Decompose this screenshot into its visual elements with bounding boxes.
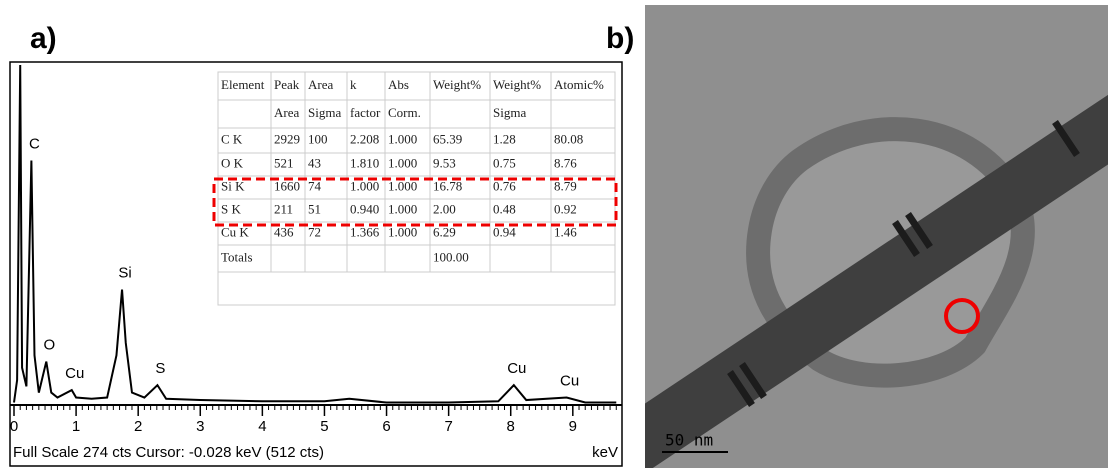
scale-bar-label: 50 nm bbox=[665, 431, 713, 450]
table-cell: 0.92 bbox=[554, 201, 577, 216]
table-cell: 51 bbox=[308, 201, 321, 216]
table-cell: Si K bbox=[221, 178, 245, 193]
table-cell: 521 bbox=[274, 155, 294, 170]
table-cell: 8.76 bbox=[554, 155, 577, 170]
table-cell: 72 bbox=[308, 224, 321, 239]
table-cell: 1.366 bbox=[350, 224, 380, 239]
table-cell: 74 bbox=[308, 178, 322, 193]
table-cell: Atomic% bbox=[554, 77, 604, 92]
table-cell: C K bbox=[221, 131, 243, 146]
table-cell: 65.39 bbox=[433, 131, 462, 146]
x-tick-label: 1 bbox=[72, 418, 80, 435]
tem-image bbox=[645, 5, 1108, 468]
table-cell: 1.000 bbox=[388, 131, 417, 146]
table-cell: 211 bbox=[274, 201, 293, 216]
table-cell: 0.75 bbox=[493, 155, 516, 170]
x-tick-label: 0 bbox=[10, 418, 18, 435]
table-cell: 0.940 bbox=[350, 201, 379, 216]
table-cell: Totals bbox=[221, 249, 253, 264]
table-cell: 0.76 bbox=[493, 178, 516, 193]
panel-label: b) bbox=[606, 22, 634, 55]
peak-label: C bbox=[29, 136, 40, 153]
table-cell: 1.810 bbox=[350, 155, 379, 170]
x-tick-label: 4 bbox=[258, 418, 266, 435]
table-cell: Cu K bbox=[221, 224, 249, 239]
table-cell: S K bbox=[221, 201, 241, 216]
x-tick-label: 5 bbox=[320, 418, 328, 435]
x-tick-label: 9 bbox=[569, 418, 577, 435]
table-cell: 100 bbox=[308, 131, 328, 146]
table-cell: 8.79 bbox=[554, 178, 577, 193]
table-cell: Area bbox=[274, 105, 299, 120]
table-bg bbox=[217, 71, 616, 306]
x-tick-label: 3 bbox=[196, 418, 204, 435]
peak-label: Cu bbox=[507, 360, 526, 377]
panel-label: a) bbox=[30, 22, 57, 55]
x-unit: keV bbox=[592, 444, 618, 461]
table-cell: 1660 bbox=[274, 178, 300, 193]
table-cell: k bbox=[350, 77, 357, 92]
table-cell: 100.00 bbox=[433, 249, 469, 264]
table-cell: 6.29 bbox=[433, 224, 456, 239]
table-cell: Corm. bbox=[388, 105, 421, 120]
highlight-box bbox=[212, 177, 618, 227]
table-cell: 1.46 bbox=[554, 224, 577, 239]
table-cell: Area bbox=[308, 77, 333, 92]
table-cell: 0.48 bbox=[493, 201, 516, 216]
table-cell: Sigma bbox=[493, 105, 526, 120]
table-cell: 1.28 bbox=[493, 131, 516, 146]
footer: Full Scale 274 cts Cursor: -0.028 keV (5… bbox=[13, 444, 324, 461]
peak-label: O bbox=[43, 337, 55, 354]
peak-label: Cu bbox=[560, 373, 579, 390]
x-tick-label: 8 bbox=[507, 418, 515, 435]
table-cell: Weight% bbox=[433, 77, 481, 92]
table-cell: Peak bbox=[274, 77, 300, 92]
table-cell: O K bbox=[221, 155, 244, 170]
table-cell: 1.000 bbox=[388, 178, 417, 193]
table-cell: 1.000 bbox=[388, 155, 417, 170]
table-cell: factor bbox=[350, 105, 381, 120]
table-cell: 2929 bbox=[274, 131, 300, 146]
peak-label: Si bbox=[118, 265, 131, 282]
table-cell: 80.08 bbox=[554, 131, 583, 146]
table-cell: 9.53 bbox=[433, 155, 456, 170]
table-cell: Weight% bbox=[493, 77, 541, 92]
x-tick-label: 6 bbox=[382, 418, 390, 435]
table-cell: 2.00 bbox=[433, 201, 456, 216]
x-tick-label: 7 bbox=[444, 418, 452, 435]
table-cell: 16.78 bbox=[433, 178, 462, 193]
table-cell: Sigma bbox=[308, 105, 341, 120]
peak-label: S bbox=[155, 360, 165, 377]
table-cell: 1.000 bbox=[388, 201, 417, 216]
table-cell: 1.000 bbox=[350, 178, 379, 193]
table-cell: 0.94 bbox=[493, 224, 516, 239]
spectrum-line bbox=[13, 64, 617, 404]
peak-label: Cu bbox=[65, 365, 84, 382]
table-cell: Element bbox=[221, 77, 265, 92]
table-cell: 1.000 bbox=[388, 224, 417, 239]
table-cell: 2.208 bbox=[350, 131, 379, 146]
table-cell: 43 bbox=[308, 155, 321, 170]
table-cell: 436 bbox=[274, 224, 294, 239]
x-tick-label: 2 bbox=[134, 418, 142, 435]
table-cell: Abs bbox=[388, 77, 409, 92]
